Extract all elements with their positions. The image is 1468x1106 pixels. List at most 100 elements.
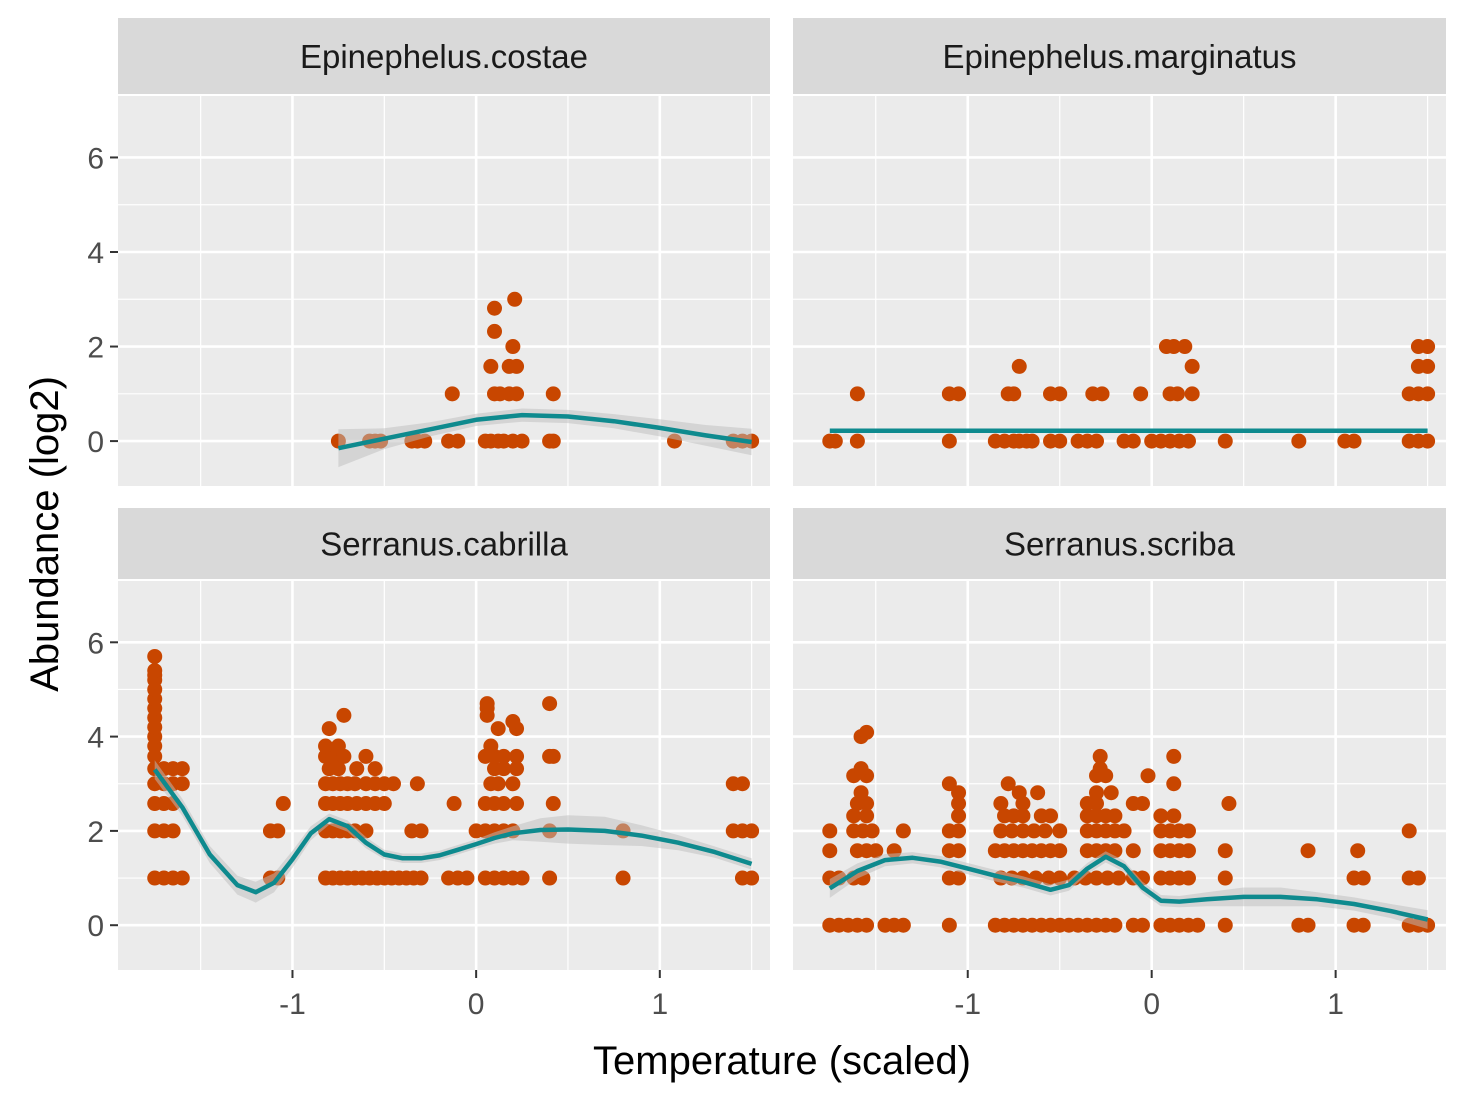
- y-tick-label: 0: [87, 910, 104, 943]
- data-point: [1134, 796, 1150, 812]
- data-point: [1180, 870, 1196, 886]
- axes-layer: 0 2 4 6 0 2 4 6 -1 0 1 -1 0 1: [87, 142, 1344, 1021]
- data-point: [509, 761, 525, 777]
- data-point: [496, 748, 512, 764]
- data-point: [951, 785, 967, 801]
- facet-strip: [118, 508, 770, 579]
- data-point: [1089, 433, 1105, 449]
- data-point: [849, 386, 865, 402]
- data-point: [347, 776, 363, 792]
- data-point: [490, 721, 506, 737]
- data-point: [941, 776, 957, 792]
- data-point: [1300, 843, 1316, 859]
- data-point: [147, 663, 163, 679]
- data-point: [1024, 433, 1040, 449]
- facet-panel: Epinephelus.marginatus: [793, 18, 1446, 486]
- data-point: [321, 721, 337, 737]
- data-point: [1180, 823, 1196, 839]
- data-point: [542, 696, 558, 712]
- data-point: [615, 870, 631, 886]
- data-point: [1089, 785, 1105, 801]
- data-point: [1004, 823, 1020, 839]
- data-point: [951, 796, 967, 812]
- data-point: [1184, 386, 1200, 402]
- facet-strip: [793, 508, 1446, 579]
- data-point: [1043, 808, 1059, 824]
- data-point: [1401, 823, 1417, 839]
- data-point: [1011, 785, 1027, 801]
- data-point: [827, 433, 843, 449]
- data-point: [174, 761, 190, 777]
- x-tick-label: 1: [1327, 988, 1344, 1021]
- data-point: [385, 776, 401, 792]
- data-point: [509, 358, 525, 374]
- data-point: [1107, 917, 1123, 933]
- data-point: [376, 796, 392, 812]
- data-point: [1166, 776, 1182, 792]
- data-point: [490, 776, 506, 792]
- data-point: [487, 323, 503, 339]
- data-point: [505, 339, 521, 355]
- data-point: [483, 738, 499, 754]
- data-point: [509, 796, 525, 812]
- data-point: [336, 707, 352, 723]
- data-point: [147, 748, 163, 764]
- data-point: [545, 748, 561, 764]
- data-point: [1420, 339, 1436, 355]
- y-tick-label: 2: [87, 816, 104, 849]
- data-point: [174, 776, 190, 792]
- data-point: [1355, 917, 1371, 933]
- data-point: [951, 823, 967, 839]
- data-point: [487, 300, 503, 316]
- data-point: [1350, 843, 1366, 859]
- data-point: [744, 823, 760, 839]
- data-point: [509, 386, 525, 402]
- data-point: [367, 761, 383, 777]
- data-point: [941, 917, 957, 933]
- data-point: [1026, 823, 1042, 839]
- data-point: [496, 796, 512, 812]
- y-tick-label: 4: [87, 722, 104, 755]
- data-point: [1153, 808, 1169, 824]
- confidence-ribbon: [154, 760, 752, 903]
- data-point: [413, 823, 429, 839]
- data-point: [174, 870, 190, 886]
- facet-title: Epinephelus.marginatus: [942, 38, 1296, 75]
- data-point: [1125, 433, 1141, 449]
- data-point: [1116, 823, 1132, 839]
- data-point: [1011, 358, 1027, 374]
- data-point: [1111, 870, 1127, 886]
- data-point: [496, 761, 512, 777]
- data-point: [409, 776, 425, 792]
- data-point: [1052, 433, 1068, 449]
- data-point: [505, 714, 521, 730]
- data-point: [330, 738, 346, 754]
- data-point: [951, 843, 967, 859]
- data-point: [318, 738, 334, 754]
- data-point: [1420, 358, 1436, 374]
- data-point: [514, 870, 530, 886]
- data-point: [846, 808, 862, 824]
- data-point: [951, 870, 967, 886]
- facet-strip: [793, 18, 1446, 94]
- data-point: [853, 761, 869, 777]
- data-point: [859, 917, 875, 933]
- smooth-line: [337, 412, 752, 451]
- data-point: [483, 358, 499, 374]
- data-point: [1420, 386, 1436, 402]
- data-point: [147, 648, 163, 664]
- data-point: [514, 433, 530, 449]
- data-point: [1300, 917, 1316, 933]
- panel-background: [793, 581, 1446, 970]
- data-point: [505, 776, 521, 792]
- data-point: [1030, 785, 1046, 801]
- y-axis-title: Abundance (log2): [23, 376, 67, 692]
- facet-title: Serranus.cabrilla: [320, 526, 568, 563]
- data-point: [1089, 870, 1105, 886]
- y-tick-label: 4: [87, 237, 104, 270]
- data-point: [951, 386, 967, 402]
- data-point: [1166, 808, 1182, 824]
- data-point: [1346, 433, 1362, 449]
- data-point: [1052, 823, 1068, 839]
- data-point: [1006, 386, 1022, 402]
